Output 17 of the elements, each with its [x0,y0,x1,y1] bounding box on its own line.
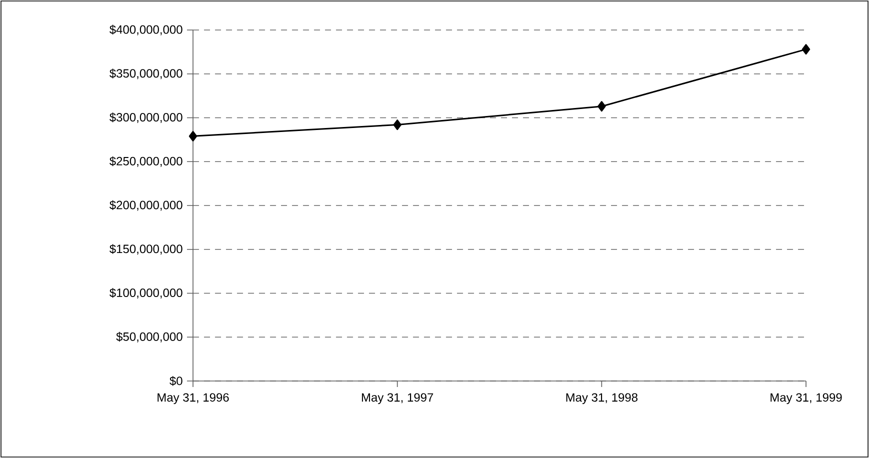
point [802,44,810,55]
point [598,101,606,112]
point [188,130,198,142]
y-tick-label: $250,000,000 [110,156,182,167]
y-tick-label: $100,000,000 [110,288,182,298]
y-tick-label: $350,000,000 [110,68,182,80]
x-tick-label: May 31, 1996 [158,393,229,404]
y-tick-label: $50,000,000 [116,332,182,342]
x-tick-label: May 31, 1997 [362,393,434,404]
point [393,120,402,130]
y-tick-label: $200,000,000 [110,200,182,211]
y-tick-label: $0 [170,376,182,386]
y-tick-label: $400,000,000 [110,24,182,36]
y-tick-label: $150,000,000 [110,244,182,255]
y-tick-label: $300,000,000 [110,112,182,123]
x-tick-label: May 31, 1999 [770,393,842,404]
x-tick-label: May 31, 1998 [566,393,638,404]
